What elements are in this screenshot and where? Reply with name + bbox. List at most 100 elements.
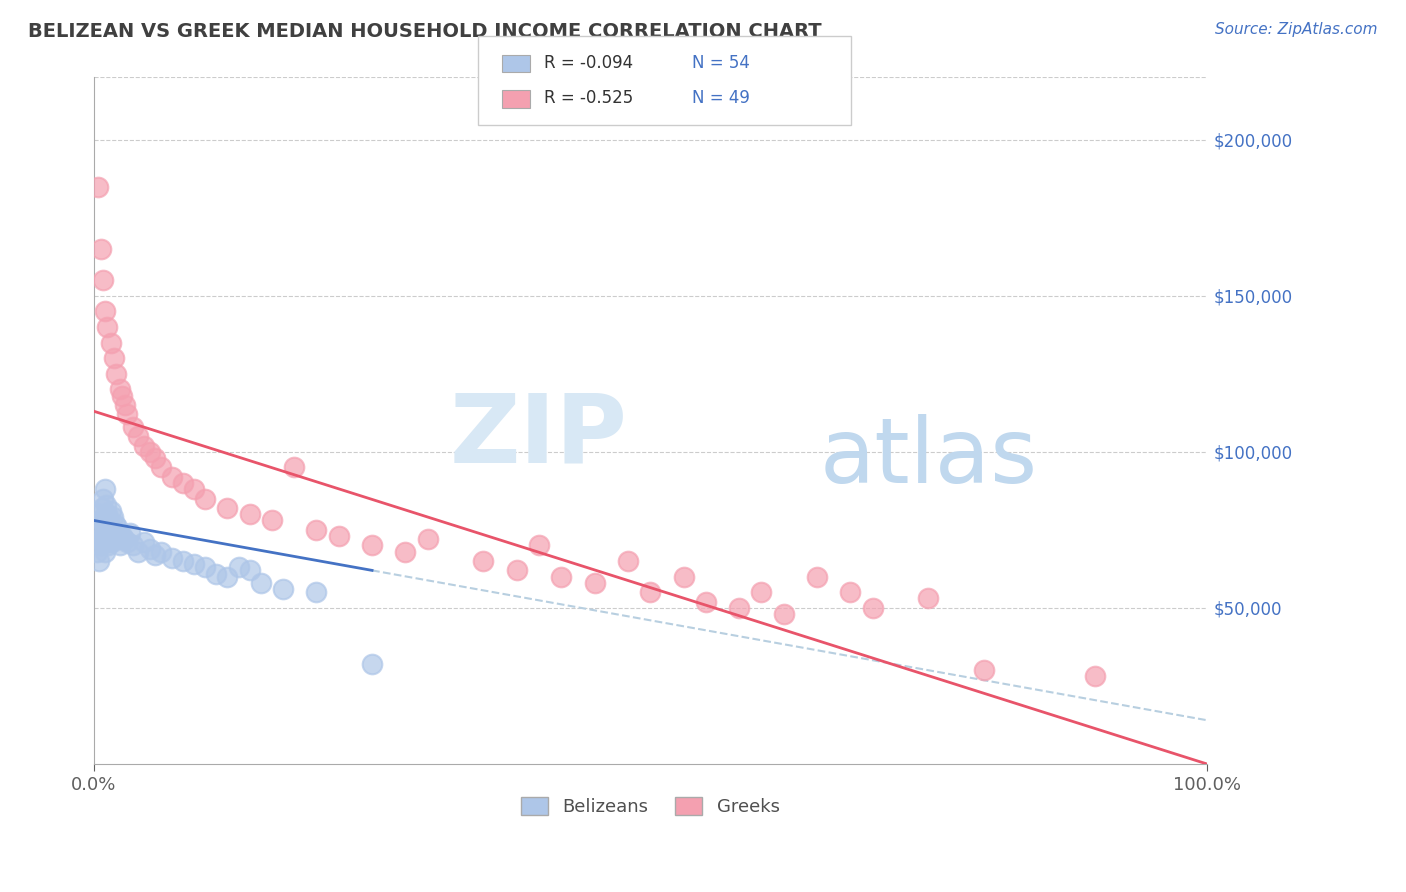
Text: N = 49: N = 49 <box>692 89 749 107</box>
Point <box>172 476 194 491</box>
Point <box>283 460 305 475</box>
Point <box>118 525 141 540</box>
Point <box>183 483 205 497</box>
Point <box>138 541 160 556</box>
Point <box>114 398 136 412</box>
Point <box>111 389 134 403</box>
Text: BELIZEAN VS GREEK MEDIAN HOUSEHOLD INCOME CORRELATION CHART: BELIZEAN VS GREEK MEDIAN HOUSEHOLD INCOM… <box>28 22 821 41</box>
Point <box>87 532 110 546</box>
Point <box>917 591 939 606</box>
Point <box>550 569 572 583</box>
Point <box>90 500 112 515</box>
Point <box>839 585 862 599</box>
Point <box>527 538 550 552</box>
Point <box>806 569 828 583</box>
Point <box>132 535 155 549</box>
Point <box>96 320 118 334</box>
Point <box>93 535 115 549</box>
Point <box>105 367 128 381</box>
Point <box>172 554 194 568</box>
Point <box>100 335 122 350</box>
Point <box>617 554 640 568</box>
Point <box>90 523 112 537</box>
Point <box>122 538 145 552</box>
Point <box>205 566 228 581</box>
Point <box>160 550 183 565</box>
Text: ZIP: ZIP <box>450 390 628 483</box>
Point <box>250 575 273 590</box>
Point <box>108 538 131 552</box>
Point <box>103 351 125 366</box>
Point <box>1084 669 1107 683</box>
Point <box>93 510 115 524</box>
Point <box>97 513 120 527</box>
Point <box>132 439 155 453</box>
Point <box>90 242 112 256</box>
Point <box>305 523 328 537</box>
Point <box>100 529 122 543</box>
Point <box>127 544 149 558</box>
Point <box>96 498 118 512</box>
Point <box>97 538 120 552</box>
Point <box>160 470 183 484</box>
Point <box>105 519 128 533</box>
Point <box>143 451 166 466</box>
Text: N = 54: N = 54 <box>692 54 749 71</box>
Point <box>239 507 262 521</box>
Text: Source: ZipAtlas.com: Source: ZipAtlas.com <box>1215 22 1378 37</box>
Point <box>127 429 149 443</box>
Point <box>94 304 117 318</box>
Point <box>89 507 111 521</box>
Point <box>305 585 328 599</box>
Point <box>112 532 135 546</box>
Point <box>638 585 661 599</box>
Point <box>228 560 250 574</box>
Point <box>94 544 117 558</box>
Point <box>107 525 129 540</box>
Point <box>90 513 112 527</box>
Point <box>138 445 160 459</box>
Point <box>98 523 121 537</box>
Point <box>96 507 118 521</box>
Point <box>194 491 217 506</box>
Point <box>143 548 166 562</box>
Point <box>108 383 131 397</box>
Point <box>149 460 172 475</box>
Text: R = -0.094: R = -0.094 <box>544 54 633 71</box>
Point <box>104 516 127 531</box>
Point <box>94 519 117 533</box>
Point <box>94 483 117 497</box>
Point <box>217 500 239 515</box>
Point <box>96 525 118 540</box>
Legend: Belizeans, Greeks: Belizeans, Greeks <box>513 789 787 823</box>
Point <box>361 657 384 671</box>
Point <box>100 535 122 549</box>
Point <box>328 529 350 543</box>
Point <box>217 569 239 583</box>
Point <box>100 504 122 518</box>
Point <box>194 560 217 574</box>
Point <box>772 607 794 621</box>
Point <box>183 557 205 571</box>
Point <box>751 585 773 599</box>
Point <box>117 408 139 422</box>
Point <box>862 600 884 615</box>
Point <box>87 179 110 194</box>
Point <box>472 554 495 568</box>
Text: R = -0.525: R = -0.525 <box>544 89 633 107</box>
Point <box>672 569 695 583</box>
Point <box>91 273 114 287</box>
Point <box>394 544 416 558</box>
Point <box>260 513 283 527</box>
Point <box>91 529 114 543</box>
Point <box>973 663 995 677</box>
Point <box>117 535 139 549</box>
Point <box>111 529 134 543</box>
Point <box>122 420 145 434</box>
Point <box>416 532 439 546</box>
Point <box>271 582 294 596</box>
Point <box>96 532 118 546</box>
Point <box>103 525 125 540</box>
Point <box>149 544 172 558</box>
Point <box>728 600 751 615</box>
